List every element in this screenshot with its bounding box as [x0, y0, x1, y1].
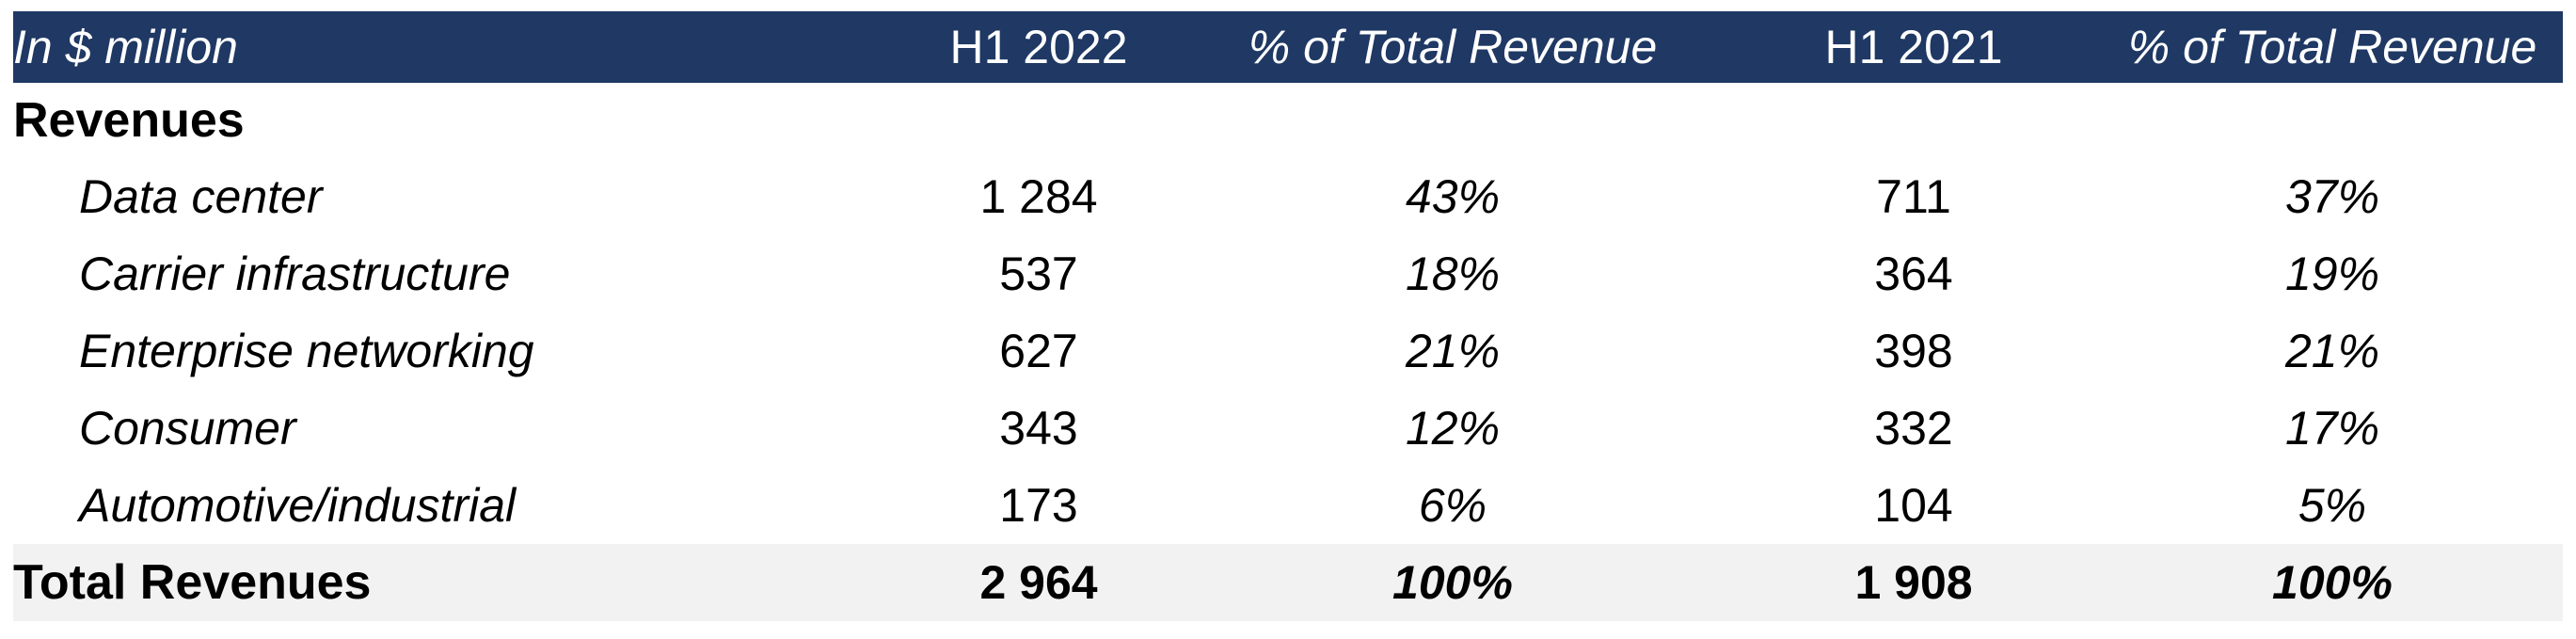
total-h1-2021: 1 908 — [1854, 556, 1973, 609]
row-pct-2021: 21% — [2284, 325, 2380, 377]
row-h1-2021: 104 — [1874, 479, 1953, 532]
row-h1-2021: 711 — [1876, 170, 1951, 223]
total-pct-2021: 100% — [2272, 556, 2393, 609]
row-h1-2022: 537 — [999, 248, 1078, 300]
revenue-table: In $ million H1 2022 % of Total Revenue … — [13, 11, 2563, 621]
row-h1-2022: 173 — [999, 479, 1078, 532]
table-row: Enterprise networking 627 21% 398 21% — [13, 312, 2563, 390]
table-row: Data center 1 284 43% 711 37% — [13, 158, 2563, 235]
row-h1-2022: 1 284 — [979, 170, 1098, 223]
total-pct-2022: 100% — [1392, 556, 1513, 609]
row-label: Automotive/industrial — [79, 479, 517, 532]
row-label: Enterprise networking — [79, 325, 534, 377]
row-pct-2021: 5% — [2298, 479, 2367, 532]
table-header: In $ million H1 2022 % of Total Revenue … — [13, 11, 2563, 83]
row-label: Consumer — [79, 402, 296, 455]
row-pct-2021: 19% — [2284, 248, 2380, 300]
table-row: Automotive/industrial 173 6% 104 5% — [13, 467, 2563, 544]
row-pct-2021: 17% — [2284, 402, 2380, 455]
row-h1-2021: 332 — [1874, 402, 1953, 455]
total-label: Total Revenues — [13, 555, 372, 610]
row-h1-2022: 627 — [999, 325, 1078, 377]
header-h1-2021: H1 2021 — [1824, 21, 2003, 73]
header-pct-2022: % of Total Revenue — [1248, 21, 1658, 73]
row-pct-2022: 21% — [1405, 325, 1501, 377]
row-pct-2022: 43% — [1405, 170, 1501, 223]
table-row: Carrier infrastructure 537 18% 364 19% — [13, 235, 2563, 312]
row-label: Data center — [79, 170, 323, 223]
row-pct-2022: 6% — [1418, 479, 1487, 532]
row-label: Carrier infrastructure — [79, 248, 511, 300]
total-h1-2022: 2 964 — [979, 556, 1098, 609]
total-row: Total Revenues 2 964 100% 1 908 100% — [13, 544, 2563, 621]
section-title: Revenues — [13, 93, 245, 148]
header-h1-2022: H1 2022 — [949, 21, 1128, 73]
row-pct-2021: 37% — [2284, 170, 2380, 223]
row-pct-2022: 18% — [1405, 248, 1501, 300]
row-h1-2021: 364 — [1874, 248, 1953, 300]
table-row: Consumer 343 12% 332 17% — [13, 390, 2563, 467]
row-pct-2022: 12% — [1405, 402, 1501, 455]
header-unit-label: In $ million — [13, 21, 238, 73]
section-row: Revenues — [13, 83, 2563, 158]
row-h1-2022: 343 — [999, 402, 1078, 455]
row-h1-2021: 398 — [1874, 325, 1953, 377]
header-pct-2021: % of Total Revenue — [2127, 21, 2537, 73]
